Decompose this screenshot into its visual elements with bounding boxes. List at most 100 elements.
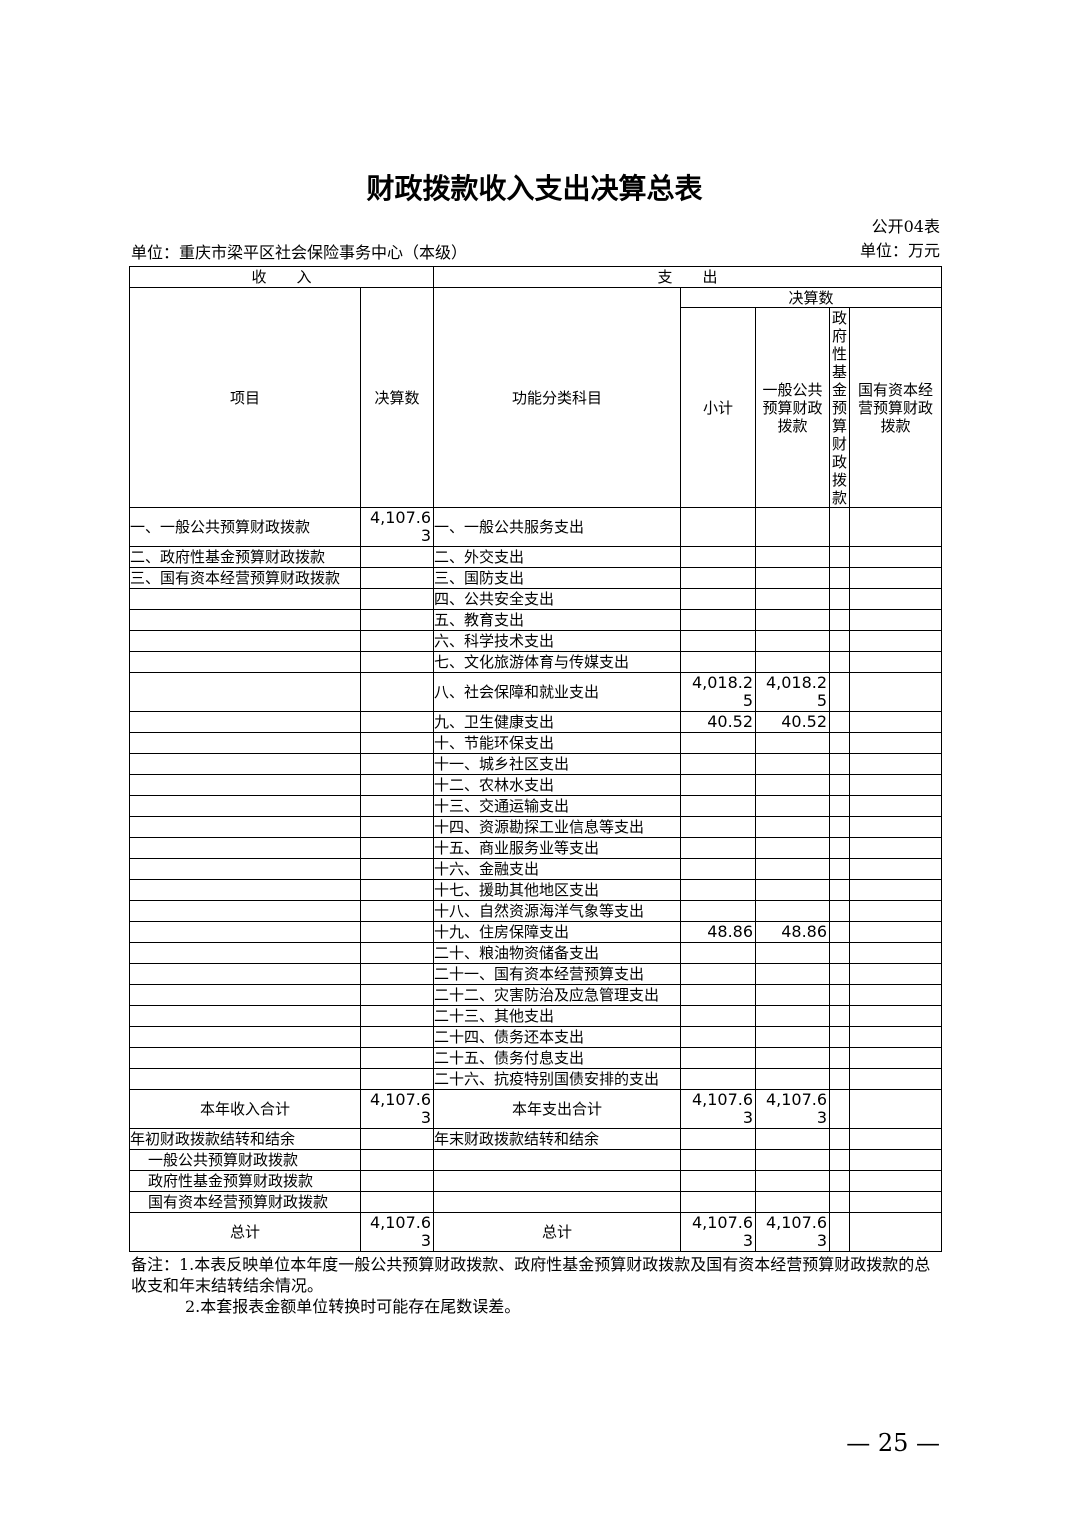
header-income: 收 入 — [128, 266, 435, 288]
cell-subtotal — [680, 588, 757, 610]
cell-gov-fund — [829, 753, 851, 775]
cell-gov-fund — [829, 1068, 851, 1090]
cell-expense-item — [433, 1191, 682, 1213]
header-subtotal: 小计 — [680, 307, 757, 508]
cell-general-budget — [755, 900, 831, 922]
cell-income-amount — [359, 1149, 435, 1171]
table-row: 十四、资源勘探工业信息等支出 — [129, 816, 943, 838]
cell-gov-fund — [829, 546, 851, 568]
table-row: 十六、金融支出 — [129, 858, 943, 880]
cell-gov-fund — [829, 963, 851, 985]
cell-state-capital — [849, 1191, 943, 1213]
cell-general-budget — [755, 507, 831, 547]
cell-gov-fund — [829, 1128, 851, 1150]
cell-left-item — [129, 963, 361, 985]
cell-state-capital — [849, 921, 943, 943]
cell-left-item — [129, 630, 361, 652]
cell-income-amount — [359, 732, 435, 754]
cell-expense-item: 八、社会保障和就业支出 — [433, 672, 682, 712]
cell-income-amount — [359, 900, 435, 922]
form-number: 公开04表 — [871, 217, 940, 236]
table-row: 二十一、国有资本经营预算支出 — [129, 963, 943, 985]
cell-left-item — [129, 711, 361, 733]
cell-gov-fund — [829, 795, 851, 817]
cell-expense-item: 十七、援助其他地区支出 — [433, 879, 682, 901]
cell-income-amount — [359, 1170, 435, 1192]
cell-state-capital — [849, 837, 943, 859]
cell-subtotal — [680, 900, 757, 922]
table-row: 四、公共安全支出 — [129, 588, 943, 610]
cell-subtotal — [680, 546, 757, 568]
cell-state-capital — [849, 711, 943, 733]
cell-left-item: 总计 — [129, 1212, 361, 1252]
table-row: 六、科学技术支出 — [129, 630, 943, 652]
cell-income-amount: 4,107.63 — [359, 1212, 435, 1252]
cell-gov-fund — [829, 588, 851, 610]
cell-subtotal — [680, 567, 757, 589]
table-row: 二十四、债务还本支出 — [129, 1026, 943, 1048]
cell-general-budget — [755, 1026, 831, 1048]
cell-state-capital — [849, 1005, 943, 1027]
cell-general-budget — [755, 1005, 831, 1027]
cell-state-capital — [849, 732, 943, 754]
cell-subtotal — [680, 753, 757, 775]
cell-gov-fund — [829, 774, 851, 796]
cell-state-capital — [849, 963, 943, 985]
header-gov-fund: 政府性基金预算财政拨款 — [829, 307, 851, 508]
cell-left-item — [129, 837, 361, 859]
cell-subtotal: 4,018.25 — [680, 672, 757, 712]
cell-left-item — [129, 879, 361, 901]
report-content: 收 入 支 出 项目 决算数 功能分类科目 决算数 小计 一般公共预算财政拨款 … — [128, 266, 943, 1317]
table-row: 政府性基金预算财政拨款 — [129, 1170, 943, 1192]
cell-gov-fund — [829, 816, 851, 838]
note-1: 备注：1.本表反映单位本年度一般公共预算财政拨款、政府性基金预算财政拨款及国有资… — [131, 1255, 931, 1295]
table-row: 总计 4,107.63 总计 4,107.63 4,107.63 — [129, 1212, 943, 1252]
cell-left-item — [129, 609, 361, 631]
cell-state-capital — [849, 1047, 943, 1069]
cell-left-item — [129, 1068, 361, 1090]
cell-state-capital — [849, 774, 943, 796]
cell-state-capital — [849, 1068, 943, 1090]
cell-subtotal — [680, 507, 757, 547]
cell-expense-item: 二十四、债务还本支出 — [433, 1026, 682, 1048]
cell-state-capital — [849, 567, 943, 589]
cell-gov-fund — [829, 1149, 851, 1171]
cell-state-capital — [849, 795, 943, 817]
page-title: 财政拨款收入支出决算总表 — [366, 172, 703, 205]
cell-general-budget — [755, 984, 831, 1006]
cell-general-budget — [755, 651, 831, 673]
cell-gov-fund — [829, 1026, 851, 1048]
cell-gov-fund — [829, 984, 851, 1006]
cell-left-item — [129, 816, 361, 838]
cell-left-item — [129, 672, 361, 712]
cell-income-amount — [359, 1047, 435, 1069]
header-final-amount: 决算数 — [680, 287, 943, 308]
cell-gov-fund — [829, 921, 851, 943]
table-row: 十三、交通运输支出 — [129, 795, 943, 817]
cell-state-capital — [849, 984, 943, 1006]
cell-subtotal: 4,107.63 — [680, 1089, 757, 1129]
cell-income-amount — [359, 1191, 435, 1213]
cell-state-capital — [849, 609, 943, 631]
cell-expense-item: 十六、金融支出 — [433, 858, 682, 880]
cell-expense-item: 九、卫生健康支出 — [433, 711, 682, 733]
cell-subtotal: 48.86 — [680, 921, 757, 943]
cell-subtotal — [680, 609, 757, 631]
cell-expense-item: 十三、交通运输支出 — [433, 795, 682, 817]
cell-left-item — [129, 1047, 361, 1069]
cell-state-capital — [849, 879, 943, 901]
cell-income-amount — [359, 774, 435, 796]
cell-subtotal — [680, 1005, 757, 1027]
cell-left-item: 一、一般公共预算财政拨款 — [129, 507, 361, 547]
cell-income-amount — [359, 984, 435, 1006]
fiscal-summary-table: 收 入 支 出 项目 决算数 功能分类科目 决算数 小计 一般公共预算财政拨款 … — [128, 266, 943, 1252]
table-row: 十八、自然资源海洋气象等支出 — [129, 900, 943, 922]
cell-income-amount — [359, 753, 435, 775]
cell-expense-item: 三、国防支出 — [433, 567, 682, 589]
cell-expense-item: 十、节能环保支出 — [433, 732, 682, 754]
cell-left-item — [129, 1005, 361, 1027]
cell-left-item — [129, 900, 361, 922]
cell-gov-fund — [829, 672, 851, 712]
cell-gov-fund — [829, 1089, 851, 1129]
cell-left-item — [129, 942, 361, 964]
